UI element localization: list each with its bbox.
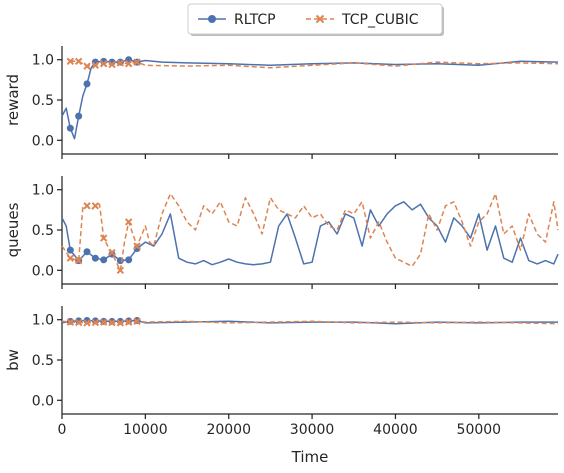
y-tick-label: 0.0 <box>32 393 54 409</box>
data-point <box>83 62 91 70</box>
y-tick-label: 1.0 <box>32 53 54 69</box>
data-point <box>133 58 141 66</box>
series-line-rltcp <box>61 201 559 266</box>
y-tick-label: 1.0 <box>32 313 54 329</box>
data-point <box>99 234 108 242</box>
data-point <box>116 319 125 327</box>
legend-marker <box>315 14 325 24</box>
series-line-tcp_cubic <box>61 192 559 272</box>
data-point <box>108 318 116 327</box>
y-tick-label: 1.0 <box>32 183 54 199</box>
data-point <box>83 319 91 327</box>
x-tick-label: 30000 <box>290 422 335 438</box>
x-tick-label: 20000 <box>206 422 251 438</box>
x-tick-label: 10000 <box>123 422 168 438</box>
data-point <box>74 256 83 265</box>
y-axis-label: bw <box>4 349 22 371</box>
y-tick-label: 0.0 <box>32 263 54 279</box>
data-point <box>75 112 83 120</box>
data-point <box>125 256 133 264</box>
y-tick-label: 0.5 <box>32 353 54 369</box>
data-point <box>108 60 116 69</box>
data-point <box>83 248 91 256</box>
data-point <box>91 254 99 262</box>
x-axis-label: Time <box>291 448 329 466</box>
x-tick-label: 40000 <box>373 422 418 438</box>
data-point <box>74 57 83 66</box>
data-point <box>108 248 116 257</box>
data-point <box>116 266 125 275</box>
data-point <box>124 60 133 68</box>
data-point <box>99 318 108 326</box>
data-point <box>83 80 91 88</box>
data-point <box>66 124 74 132</box>
data-point <box>66 254 75 262</box>
data-point <box>66 318 75 326</box>
y-axis-label: reward <box>4 74 22 126</box>
data-point <box>66 246 74 254</box>
data-point <box>124 318 133 326</box>
data-point <box>116 59 125 67</box>
data-point <box>91 202 100 210</box>
legend-marker <box>208 15 216 23</box>
legend-label: TCP_CUBIC <box>341 12 419 28</box>
x-tick-label: 50000 <box>457 422 502 438</box>
x-tick-label: 0 <box>58 422 67 438</box>
data-point <box>66 57 75 66</box>
data-point <box>100 256 108 264</box>
data-point <box>99 60 108 68</box>
data-point <box>133 317 141 326</box>
data-point <box>91 61 100 70</box>
data-point <box>83 202 91 210</box>
series-line-tcp_cubic <box>61 320 559 325</box>
data-point <box>124 218 133 226</box>
y-tick-label: 0.5 <box>32 223 54 239</box>
legend-label: RLTCP <box>234 12 276 28</box>
y-tick-label: 0.0 <box>32 133 54 149</box>
data-point <box>133 242 141 250</box>
data-point <box>91 318 100 327</box>
y-axis-label: queues <box>4 202 22 257</box>
series-line-rltcp <box>61 58 559 140</box>
data-point <box>74 318 83 327</box>
y-tick-label: 0.5 <box>32 93 54 109</box>
